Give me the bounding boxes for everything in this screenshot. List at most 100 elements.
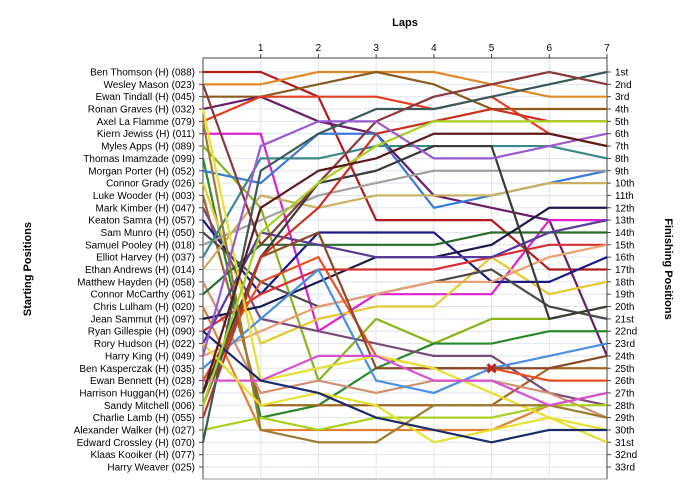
finishing-position-label: 4th xyxy=(615,105,629,116)
starting-position-label: Charlie Lamb (H) (055) xyxy=(93,413,195,424)
starting-position-label: Ben Kasperczak (H) (035) xyxy=(79,364,195,375)
starting-position-label: Luke Wooder (H) (003) xyxy=(93,191,195,202)
starting-position-label: Connor McCarthy (061) xyxy=(91,290,195,301)
x-axis-label: Laps xyxy=(392,17,418,29)
finishing-position-label: 18th xyxy=(615,277,634,288)
starting-position-label: Myles Apps (H) (089) xyxy=(101,142,195,153)
series-line-13 xyxy=(202,219,608,296)
starting-position-label: Matthew Hayden (H) (058) xyxy=(77,277,195,288)
finishing-position-label: 8th xyxy=(615,154,629,165)
finishing-position-label: 23rd xyxy=(615,339,635,350)
annotations xyxy=(486,363,497,374)
finishing-position-label: 22nd xyxy=(615,327,637,338)
finishing-position-label: 26th xyxy=(615,376,634,387)
series-line-7 xyxy=(202,145,608,382)
starting-position-label: Ronan Graves (H) (032) xyxy=(88,105,195,116)
starting-positions-axis: Ben Thomson (H) (088)Wesley Mason (023) E… xyxy=(74,68,203,474)
finishing-position-label: 16th xyxy=(615,253,634,264)
starting-position-label: Morgan Porter (H) (052) xyxy=(88,166,195,177)
starting-position-label: Keaton Samra (H) (057) xyxy=(88,216,195,227)
finishing-position-label: 13th xyxy=(615,216,634,227)
starting-position-label: Harry King (H) (049) xyxy=(105,351,195,362)
finishing-position-label: 31st xyxy=(615,438,634,449)
x-tick-label: 5 xyxy=(489,43,495,54)
starting-position-label: Sam Munro (H) (050) xyxy=(101,228,195,239)
starting-position-label: Kiern Jewiss (H) (011) xyxy=(97,129,195,140)
x-tick-label: 2 xyxy=(316,43,322,54)
series-line-35 xyxy=(203,354,608,407)
series-line-29 xyxy=(201,107,607,418)
series-lines xyxy=(201,70,609,444)
finishing-position-label: 27th xyxy=(615,388,634,399)
starting-position-label: Klaas Kooiker (H) (077) xyxy=(91,450,195,461)
x-tick-label: 6 xyxy=(547,43,553,54)
starting-position-label: Alexander Walker (H) (027) xyxy=(74,425,195,436)
series-line-38 xyxy=(201,120,607,406)
series-line-30 xyxy=(202,404,607,432)
series-line-40 xyxy=(201,132,608,394)
series-line-3 xyxy=(203,70,607,111)
finishing-position-label: 17th xyxy=(615,265,634,276)
finishing-position-label: 7th xyxy=(615,142,629,153)
finishing-position-label: 14th xyxy=(615,228,634,239)
starting-position-label: Samuel Pooley (H) (018) xyxy=(85,240,195,251)
finishing-position-label: 25th xyxy=(615,364,634,375)
series-line-2 xyxy=(203,70,607,98)
y-axis-label-left: Starting Positions xyxy=(22,222,34,316)
finishing-position-label: 28th xyxy=(615,401,634,412)
series-line-37 xyxy=(202,330,607,444)
starting-position-label: Connor Grady (026) xyxy=(106,179,195,190)
series-line-33 xyxy=(201,108,608,432)
finishing-position-label: 6th xyxy=(615,129,629,140)
finishing-position-label: 15th xyxy=(615,240,634,251)
starting-position-label: Rory Hudson (H) (022) xyxy=(94,339,195,350)
finishing-position-label: 1st xyxy=(615,68,629,79)
series-line-8 xyxy=(201,158,607,419)
finishing-position-label: 9th xyxy=(615,166,629,177)
series-line-4 xyxy=(202,95,609,357)
starting-position-label: Edward Crossley (H) (070) xyxy=(77,438,195,449)
series-line-22 xyxy=(202,243,607,333)
finishing-position-label: 5th xyxy=(615,117,629,128)
starting-position-label: Harry Weaver (025) xyxy=(107,463,195,474)
finishing-position-label: 11th xyxy=(615,191,634,202)
series-line-25 xyxy=(202,268,608,395)
finishing-position-label: 20th xyxy=(615,302,634,313)
retired-marker xyxy=(486,363,497,374)
starting-position-label: Ethan Andrews (H) (014) xyxy=(85,265,195,276)
x-tick-label: 4 xyxy=(431,43,437,54)
series-line-17 xyxy=(202,181,607,271)
series-line-11 xyxy=(201,195,607,407)
starting-position-label: Ryan Gillespie (H) (090) xyxy=(88,327,195,338)
finishing-position-label: 29th xyxy=(615,413,634,424)
finishing-position-label: 24th xyxy=(615,351,634,362)
finishing-position-label: 30th xyxy=(615,425,634,436)
series-line-32 xyxy=(201,70,608,246)
x-tick-label: 1 xyxy=(258,43,264,54)
series-line-39 xyxy=(201,120,608,357)
finishing-position-label: 12th xyxy=(615,203,634,214)
finishing-position-label: 3rd xyxy=(615,92,629,103)
series-line-15 xyxy=(202,169,607,246)
starting-position-label: Thomas Imamzade (099) xyxy=(83,154,195,165)
series-line-27 xyxy=(201,144,608,394)
finishing-position-label: 21st xyxy=(615,314,634,325)
starting-position-label: Mark Kimber (H) (047) xyxy=(96,203,195,214)
laps-axis: 1 2 3 4 5 6 7 xyxy=(258,43,610,58)
x-tick-label: 7 xyxy=(604,43,610,54)
series-line-12 xyxy=(202,207,608,407)
finishing-position-label: 2nd xyxy=(615,80,632,91)
starting-position-label: Harrison Huggan(H) (026) xyxy=(79,388,195,399)
starting-position-label: Ben Thomson (H) (088) xyxy=(90,68,195,79)
starting-position-label: Jean Sammut (H) (097) xyxy=(91,314,195,325)
starting-position-label: Ewan Bennett (H) (028) xyxy=(90,376,195,387)
starting-position-label: Elliot Harvey (H) (037) xyxy=(96,253,195,264)
series-line-20 xyxy=(202,306,608,432)
y-axis-label-right: Finishing Positions xyxy=(662,218,674,319)
finishing-position-label: 10th xyxy=(615,179,634,190)
starting-position-label: Axel La Flamme (079) xyxy=(97,117,195,128)
starting-position-label: Wesley Mason (023) xyxy=(103,80,195,91)
series-line-5 xyxy=(202,95,608,148)
